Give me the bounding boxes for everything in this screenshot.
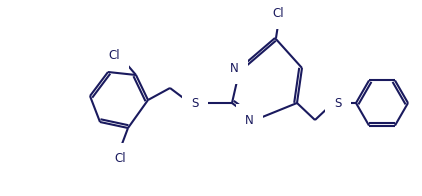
Text: Cl: Cl xyxy=(108,48,120,62)
Text: S: S xyxy=(191,96,199,110)
Text: S: S xyxy=(334,96,342,110)
Text: Cl: Cl xyxy=(272,7,284,20)
Text: N: N xyxy=(245,113,254,126)
Text: N: N xyxy=(230,62,239,74)
Text: Cl: Cl xyxy=(114,152,126,165)
